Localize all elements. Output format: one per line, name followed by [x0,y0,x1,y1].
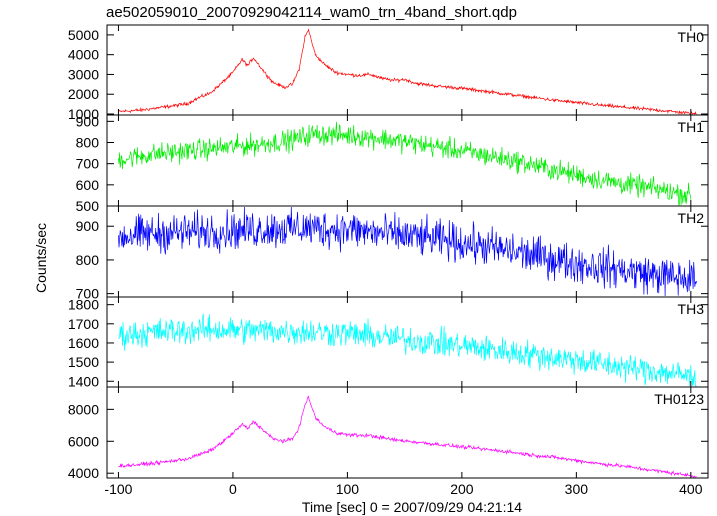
panel-label: TH3 [678,301,705,317]
series-line-th0123 [118,395,697,478]
y-tick-label: 1700 [68,316,99,332]
y-tick-label: 1000 [68,106,99,122]
x-axis-label: Time [sec] 0 = 2007/09/29 04:21:14 [302,499,522,515]
y-tick-label: 4000 [68,465,99,481]
x-tick-label: -100 [104,481,132,497]
x-axis: -100 0 100 200 300 400 [104,481,702,497]
y-tick-label: 4000 [68,47,99,63]
panel-th1: 500 600 700 800 900 TH1 [76,113,709,214]
panel-label: TH2 [678,210,705,226]
x-tick-label: 100 [336,481,360,497]
series-line-th3 [118,313,697,387]
y-tick-label: 700 [76,286,100,302]
y-tick-label: 5000 [68,27,99,43]
y-tick-label: 700 [76,156,100,172]
y-tick-label: 3000 [68,66,99,82]
panel-label: TH1 [678,119,705,135]
x-tick-label: 0 [229,481,237,497]
series-line-th2 [118,206,697,297]
panel-th0: 1000 2000 3000 4000 5000 TH0 [68,24,709,122]
y-tick-label: 1500 [68,354,99,370]
panel-th0123: 4000 6000 8000 TH0123 [68,386,709,481]
x-tick-label: 300 [565,481,589,497]
chart-title: ae502059010_20070929042114_wam0_trn_4ban… [106,4,517,21]
x-tick-label: 400 [679,481,703,497]
panel-th2: 700 800 900 TH2 [76,205,709,302]
y-tick-label: 2000 [68,86,99,102]
y-tick-label: 900 [76,113,100,129]
y-tick-label: 6000 [68,433,99,449]
y-tick-label: 900 [76,218,100,234]
y-tick-label: 8000 [68,401,99,417]
y-tick-label: 600 [76,177,100,193]
panel-frame [106,386,709,479]
y-tick-label: 800 [76,135,100,151]
panel-frame [106,114,709,207]
x-tick-label: 200 [450,481,474,497]
y-axis-label: Counts/sec [33,223,49,293]
series-line-th0 [118,28,697,115]
panel-label: TH0 [678,29,705,45]
y-tick-label: 500 [76,198,100,214]
series-line-th1 [118,121,692,206]
panel-frame [106,24,709,116]
y-tick-label: 1400 [68,373,99,389]
y-tick-label: 800 [76,252,100,268]
y-tick-label: 1800 [68,297,99,313]
chart-panels: 1000 2000 3000 4000 5000 TH0 500 600 700 800 900 TH… [68,24,709,481]
y-tick-label: 1600 [68,335,99,351]
panel-th3: 1400 1500 1600 1700 1800 TH3 [68,296,709,389]
panel-label: TH0123 [654,391,704,407]
